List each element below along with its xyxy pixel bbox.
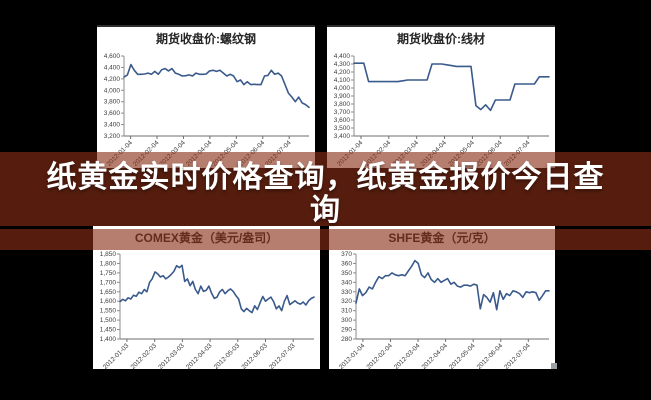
svg-text:2012-06-03: 2012-06-03 [240, 342, 269, 369]
headline-text: 纸黄金实时价格查询，纸黄金报价今日查 询 [0, 161, 651, 227]
svg-text:4,000: 4,000 [334, 85, 351, 92]
svg-text:330: 330 [341, 289, 352, 296]
svg-text:4,600: 4,600 [104, 53, 121, 60]
svg-text:360: 360 [341, 260, 352, 267]
chart-plot-comex-gold: 1,400 1,450 1,500 1,550 1,600 1,650 1,700 1,750… [100, 251, 315, 369]
svg-text:2012-03-03: 2012-03-03 [157, 342, 186, 369]
svg-text:2012-04-04: 2012-04-04 [421, 342, 450, 369]
svg-text:4,100: 4,100 [334, 77, 351, 84]
svg-text:4,400: 4,400 [104, 64, 121, 71]
svg-text:3,500: 3,500 [334, 125, 351, 132]
svg-text:2012-03-04: 2012-03-04 [393, 342, 422, 369]
headline-line-2: 询 [310, 194, 341, 227]
headline-banner: 纸黄金实时价格查询，纸黄金报价今日查 询 [0, 152, 651, 250]
svg-text:2012-06-04: 2012-06-04 [476, 342, 505, 369]
svg-text:4,400: 4,400 [334, 53, 351, 60]
svg-text:1,650: 1,650 [100, 289, 117, 296]
svg-text:2012-01-04: 2012-01-04 [338, 342, 367, 369]
svg-text:1,800: 1,800 [100, 260, 117, 267]
svg-text:3,400: 3,400 [334, 133, 351, 140]
svg-text:1,550: 1,550 [100, 308, 117, 315]
svg-text:3,700: 3,700 [334, 109, 351, 116]
svg-text:4,300: 4,300 [334, 61, 351, 68]
svg-text:3,800: 3,800 [334, 101, 351, 108]
chart-panel-rebar-futures: 期货收盘价:螺纹钢 3,200 3,400 3,600 3,800 4,000 4,200… [97, 25, 315, 168]
chart-plot-wirerod-futures: 3,4003,5003,6003,7003,8003,9004,0004,100… [334, 53, 550, 166]
svg-text:300: 300 [341, 317, 352, 324]
svg-text:2012-02-04: 2012-02-04 [365, 342, 394, 369]
svg-text:1,850: 1,850 [100, 251, 117, 258]
chart-panel-wirerod-futures: 期货收盘价:线材 3,400 3,500 3,600 3,700 3,800 3,900 4… [327, 25, 555, 168]
svg-text:370: 370 [341, 251, 352, 258]
svg-text:2012-02-03: 2012-02-03 [130, 342, 159, 369]
chart-plot-rebar-futures: 3,200 3,400 3,600 3,800 4,000 4,200 4,400 4,600… [104, 53, 310, 166]
svg-text:1,750: 1,750 [100, 270, 117, 277]
svg-text:4,200: 4,200 [334, 69, 351, 76]
resize-handle [551, 363, 557, 369]
svg-text:350: 350 [341, 270, 352, 277]
chart-plot-shfe-gold: 280 290 300 310 320 330 340 350 360 370 2012-01-04… [338, 251, 550, 369]
svg-text:3,900: 3,900 [334, 93, 351, 100]
svg-text:2012-05-03: 2012-05-03 [213, 342, 242, 369]
chart-title-rebar-futures: 期货收盘价:螺纹钢 [156, 32, 256, 46]
svg-text:2012-07-03: 2012-07-03 [268, 342, 297, 369]
svg-text:1,500: 1,500 [100, 317, 117, 324]
svg-text:4,000: 4,000 [104, 87, 121, 94]
headline-line-1: 纸黄金实时价格查询，纸黄金报价今日查 [46, 161, 605, 194]
svg-text:3,200: 3,200 [104, 133, 121, 140]
svg-text:1,700: 1,700 [100, 279, 117, 286]
svg-text:290: 290 [341, 327, 352, 334]
svg-text:280: 280 [341, 336, 352, 343]
svg-text:2012-01-03: 2012-01-03 [102, 342, 131, 369]
svg-text:1,600: 1,600 [100, 298, 117, 305]
svg-text:1,400: 1,400 [100, 336, 117, 343]
chart-title-wirerod-futures: 期货收盘价:线材 [397, 32, 485, 46]
svg-text:3,600: 3,600 [334, 117, 351, 124]
svg-text:2012-05-04: 2012-05-04 [448, 342, 477, 369]
svg-text:340: 340 [341, 279, 352, 286]
svg-text:3,800: 3,800 [104, 99, 121, 106]
svg-text:310: 310 [341, 308, 352, 315]
svg-text:1,450: 1,450 [100, 327, 117, 334]
svg-text:2012-07-04: 2012-07-04 [503, 342, 532, 369]
svg-text:3,600: 3,600 [104, 110, 121, 117]
svg-text:320: 320 [341, 298, 352, 305]
svg-text:4,200: 4,200 [104, 76, 121, 83]
svg-text:2012-04-03: 2012-04-03 [185, 342, 214, 369]
svg-text:3,400: 3,400 [104, 122, 121, 129]
